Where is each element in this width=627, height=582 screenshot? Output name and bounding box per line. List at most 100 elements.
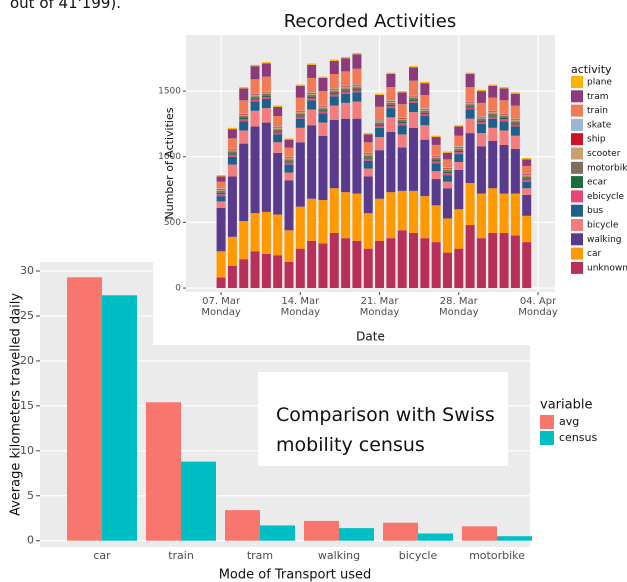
legend-title: variable bbox=[540, 398, 592, 413]
bar-segment bbox=[454, 169, 464, 210]
bar-segment bbox=[431, 161, 441, 164]
bar-segment bbox=[476, 102, 486, 117]
bar-segment bbox=[499, 100, 509, 114]
bar bbox=[67, 277, 102, 541]
bar bbox=[497, 536, 532, 541]
bar-segment bbox=[284, 159, 294, 162]
x-tick-label: bicycle bbox=[399, 549, 438, 562]
x-tick-label: 28. Mar Monday bbox=[439, 296, 479, 318]
bar-segment bbox=[420, 139, 430, 197]
bar-segment bbox=[273, 127, 283, 128]
bar-segment bbox=[499, 88, 509, 101]
bar-segment bbox=[431, 144, 441, 156]
bar-segment bbox=[499, 114, 509, 115]
bar-segment bbox=[375, 122, 385, 125]
bar-segment bbox=[352, 68, 362, 85]
page-text: out of 41'199). bbox=[10, 0, 122, 12]
bar-segment bbox=[341, 102, 351, 119]
bar-segment bbox=[386, 74, 396, 88]
bar-segment bbox=[522, 173, 532, 175]
legend-label: plane bbox=[587, 78, 612, 88]
bar-segment bbox=[318, 122, 328, 136]
bar-segment bbox=[352, 85, 362, 86]
bar-segment bbox=[318, 77, 328, 92]
bar-segment bbox=[375, 127, 385, 138]
bar-segment bbox=[295, 115, 305, 117]
bar-segment bbox=[295, 113, 305, 116]
legend-key bbox=[571, 233, 583, 246]
bar-segment bbox=[352, 87, 362, 90]
bar-segment bbox=[216, 188, 226, 189]
bar-segment bbox=[261, 91, 271, 93]
legend-label: train bbox=[587, 106, 608, 116]
bar-segment bbox=[420, 108, 430, 109]
bar-segment bbox=[239, 143, 249, 222]
bar-segment bbox=[352, 89, 362, 91]
bar-segment bbox=[386, 238, 396, 289]
bar-segment bbox=[522, 158, 532, 160]
bar-segment bbox=[363, 176, 373, 214]
bar-segment bbox=[476, 238, 486, 289]
bar-segment bbox=[329, 60, 339, 75]
bar-segment bbox=[216, 201, 226, 208]
bar-segment bbox=[465, 225, 475, 289]
bar-segment bbox=[420, 95, 430, 109]
y-tick-label: 25 bbox=[20, 309, 34, 322]
bar-segment bbox=[431, 135, 441, 138]
bar-segment bbox=[318, 106, 328, 109]
bar-segment bbox=[273, 142, 283, 153]
bar-segment bbox=[227, 156, 237, 165]
bar-segment bbox=[499, 117, 509, 120]
bar-segment bbox=[239, 116, 249, 118]
bar-segment bbox=[386, 87, 396, 101]
bar-segment bbox=[431, 156, 441, 159]
bar-segment bbox=[284, 138, 294, 140]
bar-segment bbox=[341, 91, 351, 94]
bar-segment bbox=[488, 118, 498, 128]
bar-segment bbox=[522, 178, 532, 180]
y-tick-label: 0 bbox=[27, 534, 34, 547]
y-axis-title: Number of Activities bbox=[163, 107, 176, 219]
bar-segment bbox=[454, 150, 464, 153]
bar-segment bbox=[386, 106, 396, 109]
bar-segment bbox=[431, 155, 441, 157]
bar-segment bbox=[386, 101, 396, 103]
bar-segment bbox=[352, 90, 362, 93]
bar-segment bbox=[329, 89, 339, 92]
bar-segment bbox=[239, 87, 249, 89]
bar-segment bbox=[284, 180, 294, 231]
bar-segment bbox=[431, 179, 441, 206]
annotation: Comparison with Swiss mobility census bbox=[258, 372, 508, 466]
bar-segment bbox=[261, 93, 271, 96]
bar-segment bbox=[250, 93, 260, 95]
bar-segment bbox=[476, 146, 486, 194]
bar-segment bbox=[488, 113, 498, 116]
bar-segment bbox=[307, 125, 317, 199]
bar-segment bbox=[397, 119, 407, 122]
legend-label: bus bbox=[587, 206, 603, 216]
bar-segment bbox=[476, 118, 486, 121]
bar-segment bbox=[363, 152, 373, 154]
x-tick-label: walking bbox=[318, 549, 360, 562]
bar-segment bbox=[284, 157, 294, 159]
bar-segment bbox=[397, 123, 407, 126]
bar-segment bbox=[341, 118, 351, 193]
bar-segment bbox=[397, 91, 407, 93]
bar-segment bbox=[522, 242, 532, 289]
bar-segment bbox=[250, 94, 260, 96]
bar-segment bbox=[465, 101, 475, 103]
bar-segment bbox=[375, 198, 385, 241]
bar-segment bbox=[363, 142, 373, 153]
bar-segment bbox=[273, 116, 283, 127]
bar-segment bbox=[499, 116, 509, 118]
x-tick-label: tram bbox=[247, 549, 273, 562]
bar-segment bbox=[465, 118, 475, 134]
y-axis-title: Average kilometers travelled daily bbox=[9, 293, 24, 516]
legend-key bbox=[571, 133, 583, 146]
bar-segment bbox=[273, 152, 283, 215]
legend-key bbox=[540, 431, 554, 445]
bar-segment bbox=[454, 248, 464, 289]
bar-segment bbox=[499, 193, 509, 233]
bar-segment bbox=[250, 251, 260, 289]
legend-key bbox=[571, 161, 583, 174]
